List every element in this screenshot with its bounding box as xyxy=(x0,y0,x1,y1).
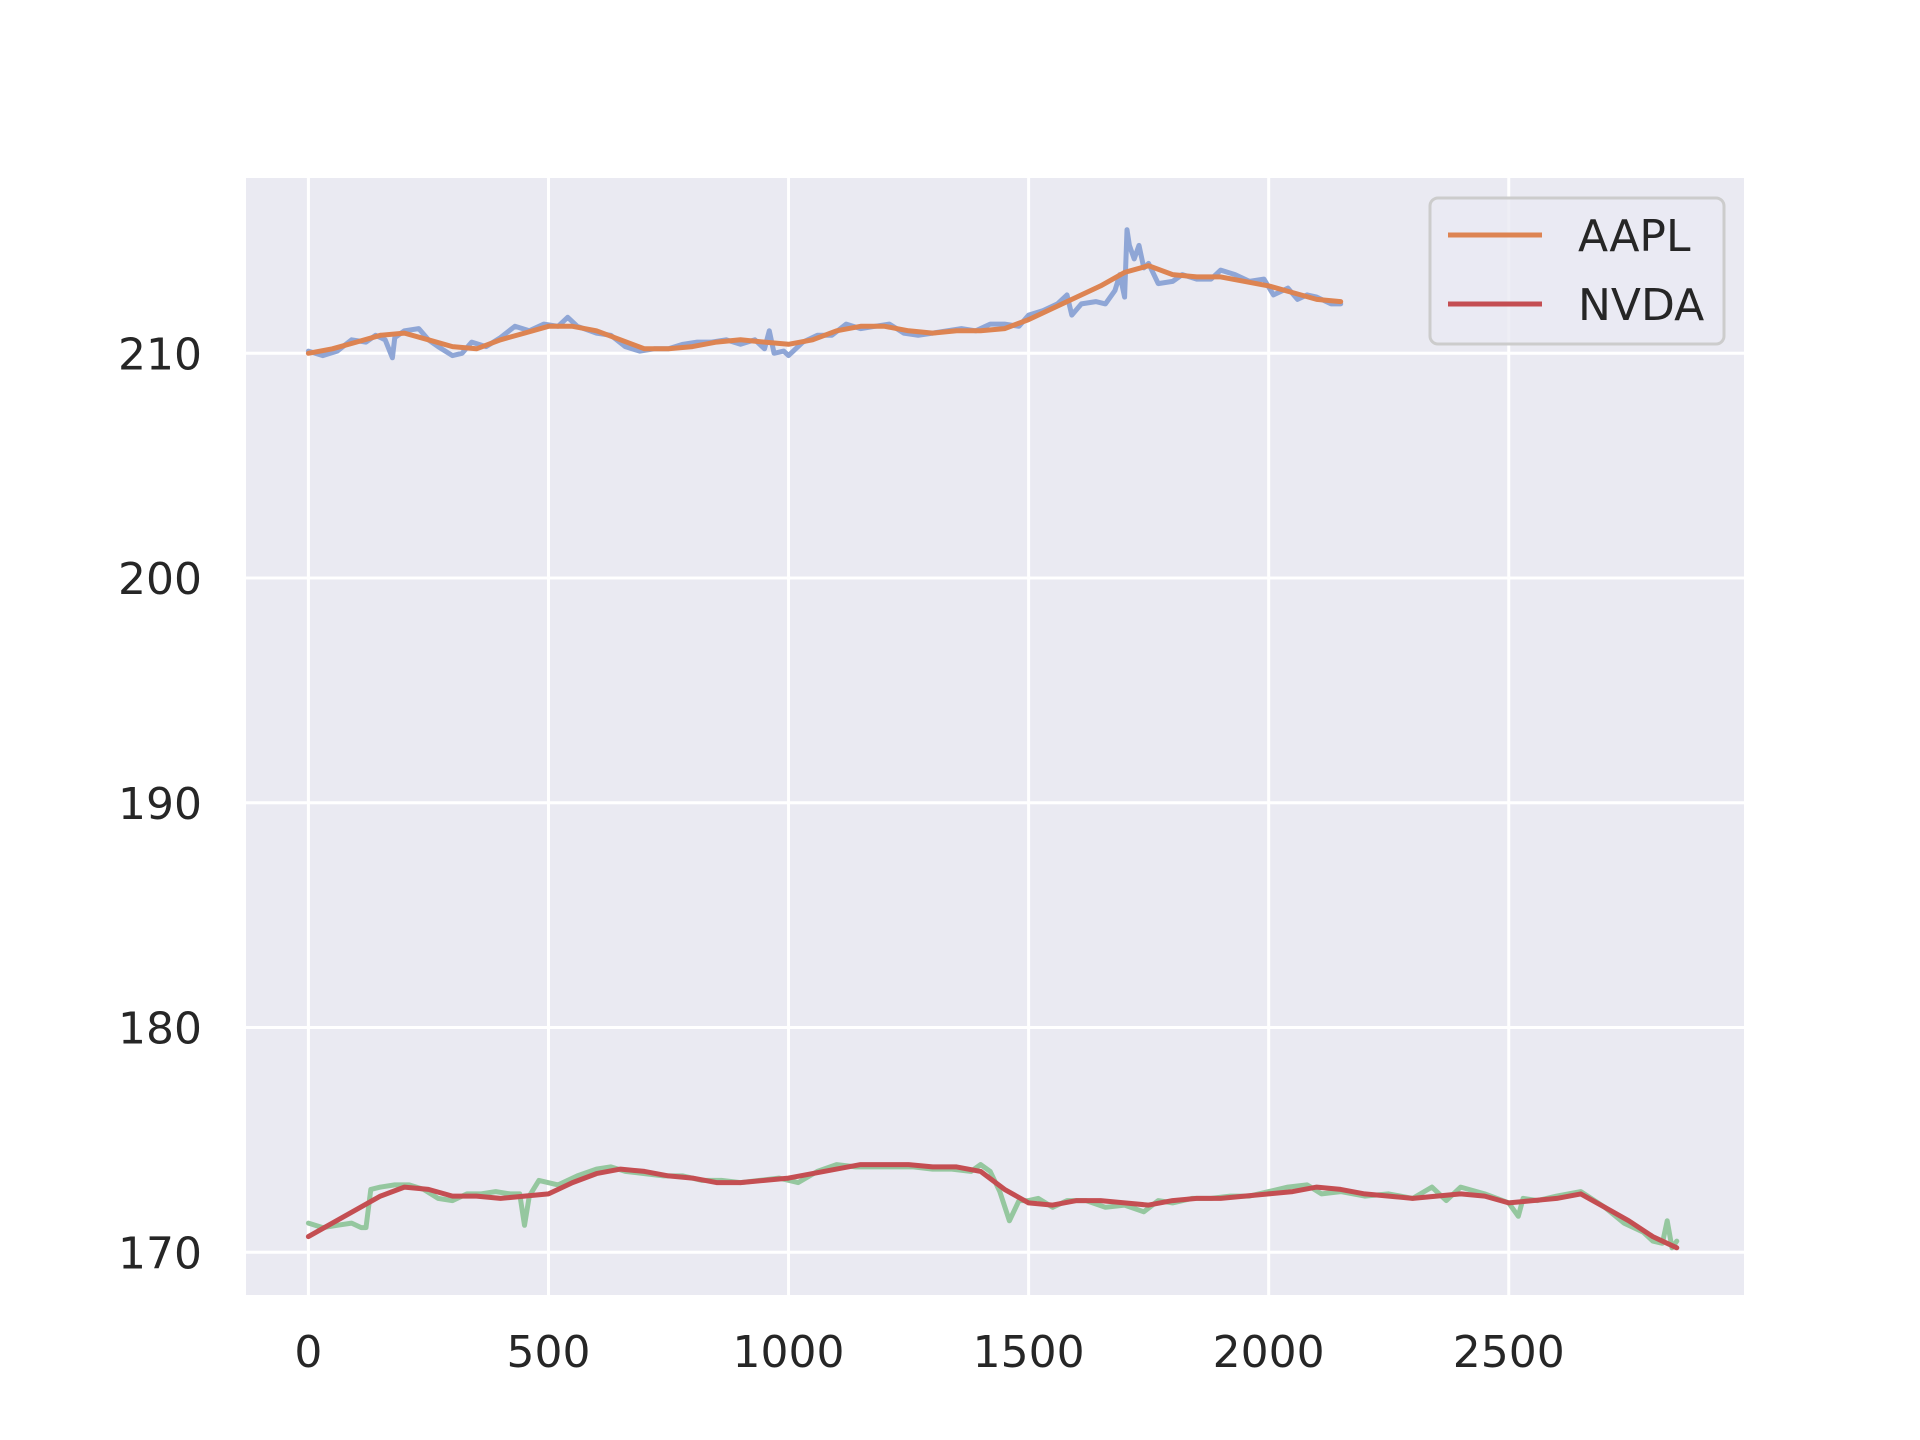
legend: AAPL NVDA xyxy=(1428,196,1726,346)
series-line-nvda_smooth xyxy=(305,1162,1680,1251)
x-tick-label: 1500 xyxy=(973,1327,1085,1378)
y-tick-label: 170 xyxy=(118,1228,202,1279)
y-tick-label: 210 xyxy=(118,329,202,380)
x-tick-label: 2500 xyxy=(1453,1327,1565,1378)
gridlines xyxy=(246,178,1744,1295)
series-line-aapl_smooth xyxy=(305,263,1344,356)
x-tick-label: 1000 xyxy=(733,1327,845,1378)
legend-label: NVDA xyxy=(1578,280,1704,331)
tick-labels: 0 500 1000 1500 2000 2500 170 180 190 200 210 xyxy=(118,329,1565,1378)
y-tick-label: 200 xyxy=(118,554,202,605)
legend-label: AAPL xyxy=(1578,211,1691,262)
x-tick-label: 0 xyxy=(294,1327,322,1378)
x-tick-label: 2000 xyxy=(1213,1327,1325,1378)
plot-area xyxy=(246,178,1744,1295)
y-tick-label: 190 xyxy=(118,779,202,830)
y-tick-label: 180 xyxy=(118,1004,202,1055)
series-line-nvda_raw xyxy=(305,1162,1680,1251)
x-tick-label: 500 xyxy=(506,1327,590,1378)
series-layer xyxy=(305,227,1680,1251)
